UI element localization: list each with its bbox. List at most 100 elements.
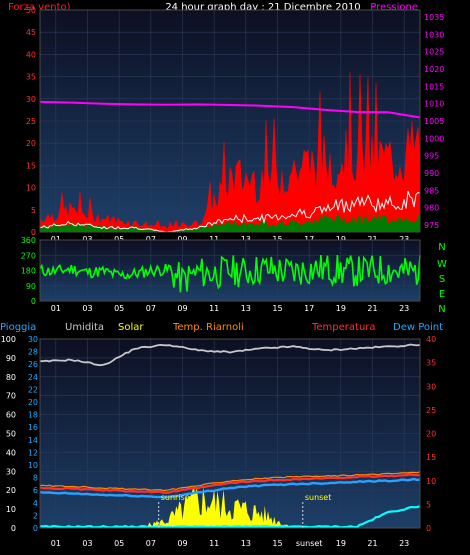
climate-x-tick-label: 11 (209, 539, 219, 548)
direction-x-tick-label: 07 (146, 304, 156, 313)
legend-solar: Solar (118, 322, 144, 333)
graph-title: 24 hour graph day : 21 Dicembre 2010 (165, 2, 360, 13)
wind-tick-label: 20 (26, 139, 36, 148)
climate-x-tick-label: 15 (272, 539, 282, 548)
temperature-y-axis: 0 5 10 15 20 25 30 35 40 (426, 335, 436, 533)
direction-x-tick-label: 03 (82, 304, 92, 313)
climate-panel-frame (39, 338, 421, 529)
humidity-tick-label: 30 (6, 467, 16, 476)
wind-tick-label: 30 (26, 95, 36, 104)
temperature-tick-label: 30 (426, 382, 436, 391)
direction-x-tick-label: 15 (272, 304, 282, 313)
climate-x-tick-label: 23 (399, 539, 409, 548)
pressure-tick-label: 1035 (424, 13, 444, 22)
legend-temp-riarnoli: Temp. Riarnoli (172, 322, 244, 333)
direction-tick-label: 360 (21, 236, 36, 245)
direction-x-tick-label: 05 (114, 304, 124, 313)
legend: Pioggia Umidita Solar Temp. Riarnoli Tem… (0, 322, 443, 333)
compass-label-n-top: N (438, 242, 445, 253)
inner-tick-label: 20 (28, 398, 38, 407)
temperature-line (39, 473, 421, 494)
wind-tick-label: 10 (26, 184, 36, 193)
direction-x-tick-label: 17 (304, 304, 314, 313)
inner-tick-label: 6 (33, 486, 38, 495)
inner-tick-label: 16 (28, 423, 38, 432)
inner-tick-label: 12 (28, 448, 38, 457)
wind-tick-label: 35 (26, 73, 36, 82)
inner-tick-label: 26 (28, 360, 38, 369)
inner-tick-label: 30 (28, 335, 38, 344)
wind-y-axis: 0 5 10 15 20 25 30 35 40 45 50 (26, 6, 36, 237)
pressure-tick-label: 1000 (424, 134, 444, 143)
temp-riarnoli-line (39, 471, 421, 492)
climate-x-tick-label: 09 (177, 539, 187, 548)
humidity-line (39, 343, 421, 367)
inner-tick-label: 22 (28, 385, 38, 394)
climate-line-series (39, 343, 421, 529)
compass-label-w: W (437, 259, 447, 270)
temperature-tick-label: 5 (426, 500, 431, 509)
wind-axis-title: Forza vento) (8, 2, 71, 13)
climate-x-tick-label: 05 (114, 539, 124, 548)
direction-x-tick-label: 01 (51, 304, 61, 313)
pressure-tick-label: 995 (424, 152, 439, 161)
direction-x-tick-label: 23 (399, 304, 409, 313)
pressure-y-axis: 975 980 985 990 995 1000 1005 1010 1015 1020 1025 1… (424, 13, 444, 230)
pressure-tick-label: 1015 (424, 82, 444, 91)
wind-speed-area (39, 72, 421, 233)
inner-tick-label: 14 (28, 436, 38, 445)
humidity-tick-label: 0 (11, 524, 16, 533)
sun-annotations: sunrise sunset (158, 493, 332, 528)
pressure-tick-label: 1025 (424, 48, 444, 57)
compass-label-n-bottom: N (438, 304, 445, 315)
legend-dew-point: Dew Point (393, 322, 443, 333)
direction-x-tick-label: 11 (209, 304, 219, 313)
solar-area (40, 485, 420, 528)
humidity-tick-label: 50 (6, 430, 16, 439)
temperature-tick-label: 20 (426, 430, 436, 439)
climate-filled-series (40, 485, 420, 528)
temperature-tick-label: 10 (426, 477, 436, 486)
inner-tick-label: 24 (28, 373, 38, 382)
pressure-tick-label: 1005 (424, 117, 444, 126)
humidity-tick-label: 90 (6, 354, 16, 363)
pressure-tick-label: 980 (424, 204, 439, 213)
compass-label-s: S (439, 274, 445, 285)
humidity-tick-label: 70 (6, 392, 16, 401)
wind-gust-line (40, 190, 421, 233)
pressure-tick-label: 985 (424, 186, 439, 195)
temperature-tick-label: 15 (426, 453, 436, 462)
wind-panel-frame (39, 9, 421, 233)
pressure-series (39, 100, 421, 119)
sunrise-annotation-label: sunrise (161, 493, 190, 502)
direction-tick-label: 180 (21, 267, 36, 276)
humidity-y-axis: 0 10 20 30 40 50 60 70 80 90 100 (1, 335, 16, 533)
direction-tick-label: 90 (26, 282, 36, 291)
compass-label-e: E (439, 289, 445, 300)
climate-x-tick-label: 01 (51, 539, 61, 548)
wind-series (39, 72, 421, 233)
wind-tick-label: 40 (26, 50, 36, 59)
pressure-tick-label: 1020 (424, 65, 444, 74)
wind-tick-label: 45 (26, 28, 36, 37)
inner-tick-label: 10 (28, 461, 38, 470)
inner-tick-label: 28 (28, 348, 38, 357)
rain-line (39, 505, 421, 529)
inner-tick-label: 0 (33, 524, 38, 533)
sunset-annotation-label: sunset (305, 493, 332, 502)
pressure-tick-label: 975 (424, 221, 439, 230)
climate-x-axis: 01 03 05 07 09 11 13 15 sunset 19 21 23 (51, 539, 410, 548)
humidity-tick-label: 60 (6, 411, 16, 420)
temperature-tick-label: 40 (426, 335, 436, 344)
direction-panel-frame (39, 239, 421, 302)
pressure-tick-label: 1010 (424, 100, 444, 109)
inner-tick-label: 4 (33, 499, 38, 508)
climate-x-tick-label: 07 (146, 539, 156, 548)
direction-line (39, 254, 421, 293)
wind-tick-label: 5 (31, 206, 36, 215)
